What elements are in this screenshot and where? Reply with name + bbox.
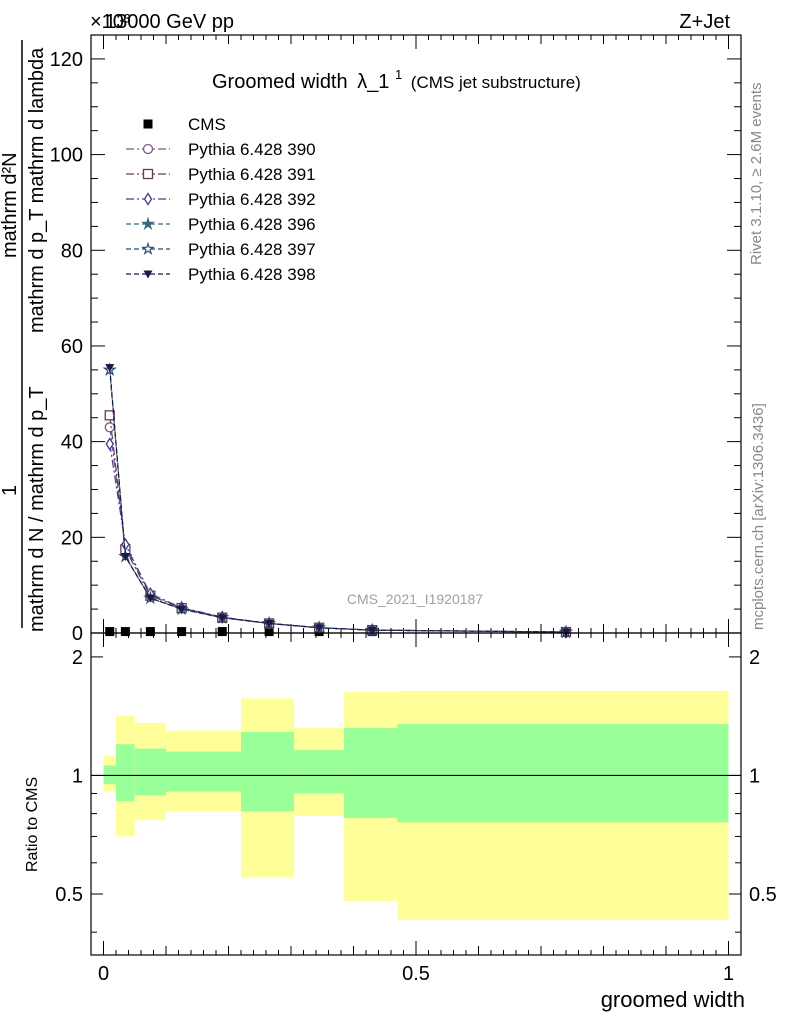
data-point bbox=[177, 605, 187, 614]
y-label-bottom: mathrm d N / mathrm d p_T bbox=[26, 386, 48, 632]
y-label-top-cont: mathrm d p_T mathrm d lambda bbox=[26, 47, 48, 333]
lower-y-tick-label-right: 2 bbox=[749, 647, 760, 669]
series-3 bbox=[105, 437, 571, 639]
exponent-label: ×10³ bbox=[90, 11, 131, 33]
ratio-band-inner-4 bbox=[241, 731, 295, 812]
lower-panel: 0.5 0.5 1 1 2 2 0 0.5 1 bbox=[55, 632, 777, 985]
ratio-band-inner-6 bbox=[344, 727, 398, 818]
chart-title-text: Groomed width bbox=[212, 71, 348, 93]
upper-y-tick-label: 0 bbox=[72, 623, 83, 645]
series-4 bbox=[102, 362, 573, 638]
data-point bbox=[217, 627, 227, 637]
legend-label: CMS bbox=[188, 115, 226, 134]
analysis-watermark: CMS_2021_I1920187 bbox=[347, 591, 483, 607]
series-6 bbox=[105, 363, 571, 637]
legend-item-2: Pythia 6.428 391 bbox=[126, 165, 316, 184]
lower-y-tick-label-left: 0.5 bbox=[55, 884, 83, 906]
series-line-6 bbox=[109, 367, 567, 633]
legend-item-6: Pythia 6.428 398 bbox=[126, 265, 316, 284]
x-tick-label: 1 bbox=[723, 963, 734, 985]
data-point bbox=[105, 627, 115, 637]
energy-label: 13000 GeV pp bbox=[105, 11, 234, 33]
legend-marker bbox=[142, 143, 154, 155]
lower-y-tick-label-left: 1 bbox=[72, 765, 83, 787]
upper-y-tick-label: 20 bbox=[61, 527, 83, 549]
legend-marker bbox=[143, 119, 153, 129]
legend-item-3: Pythia 6.428 392 bbox=[126, 190, 316, 209]
legend-marker bbox=[143, 192, 153, 206]
upper-panel: 0 20 40 60 80 100 120 CMS Pythia 6.428 390 Pythia… bbox=[50, 34, 742, 645]
upper-y-tick-label: 40 bbox=[61, 432, 83, 454]
series-line-2 bbox=[109, 415, 567, 633]
series-line-5 bbox=[109, 369, 567, 633]
data-point bbox=[105, 437, 115, 451]
series-line-1 bbox=[109, 427, 567, 633]
series-line-4 bbox=[109, 369, 567, 633]
legend-marker bbox=[141, 216, 155, 230]
lower-y-tick-label-right: 0.5 bbox=[749, 884, 777, 906]
upper-y-tick-label: 80 bbox=[61, 240, 83, 262]
data-point bbox=[145, 627, 155, 637]
legend-item-0: CMS bbox=[143, 115, 226, 134]
series-5 bbox=[102, 362, 573, 638]
legend-marker bbox=[143, 270, 153, 279]
data-point bbox=[217, 614, 227, 623]
chart-subtitle: (CMS jet substructure) bbox=[411, 73, 581, 92]
upper-y-label: mathrm d N / mathrm d p_T 1 mathrm d p_T… bbox=[0, 40, 48, 632]
ratio-band-inner-3 bbox=[166, 751, 241, 792]
lower-y-tick-label-right: 1 bbox=[749, 765, 760, 787]
series-2 bbox=[104, 410, 572, 638]
legend-marker bbox=[142, 168, 154, 180]
x-tick-label: 0 bbox=[98, 963, 109, 985]
upper-y-tick-label: 100 bbox=[50, 145, 83, 167]
data-point bbox=[105, 363, 115, 372]
ratio-band-inner-5 bbox=[294, 750, 345, 794]
legend-label: Pythia 6.428 398 bbox=[188, 265, 316, 284]
lower-y-label: Ratio to CMS bbox=[24, 777, 41, 872]
rivet-label: Rivet 3.1.10, ≥ 2.6M events bbox=[748, 83, 765, 266]
chart-title: Groomed width λ_1 1 (CMS jet substructur… bbox=[212, 62, 581, 93]
data-point bbox=[145, 594, 155, 603]
x-axis-label: groomed width bbox=[601, 987, 745, 1012]
chart-title-symbol: λ_1 bbox=[357, 71, 389, 93]
data-point bbox=[314, 624, 324, 633]
legend-item-5: Pythia 6.428 397 bbox=[126, 240, 316, 259]
legend-label: Pythia 6.428 392 bbox=[188, 190, 316, 209]
data-point bbox=[367, 626, 377, 635]
lower-y-tick-label-left: 2 bbox=[72, 647, 83, 669]
legend-label: Pythia 6.428 390 bbox=[188, 140, 316, 159]
legend-label: Pythia 6.428 391 bbox=[188, 165, 316, 184]
legend-item-1: Pythia 6.428 390 bbox=[126, 140, 316, 159]
data-point bbox=[120, 552, 130, 561]
upper-y-tick-label: 60 bbox=[61, 336, 83, 358]
x-tick-label: 0.5 bbox=[402, 963, 430, 985]
upper-y-tick-label: 120 bbox=[50, 49, 83, 71]
legend-marker bbox=[141, 241, 155, 255]
data-point bbox=[264, 619, 274, 628]
data-point bbox=[177, 627, 187, 637]
ratio-band-inner-1 bbox=[116, 744, 135, 802]
ratio-band-inner-2 bbox=[134, 748, 166, 796]
chart-title-superscript: 1 bbox=[395, 67, 402, 82]
mcplots-label: mcplots.cern.ch [arXiv:1306.3436] bbox=[750, 403, 767, 630]
y-label-one: 1 bbox=[0, 485, 21, 496]
data-point bbox=[104, 422, 115, 433]
data-point bbox=[120, 627, 130, 637]
data-point bbox=[264, 627, 274, 637]
ratio-band-inner-7 bbox=[397, 724, 729, 823]
process-label: Z+Jet bbox=[679, 11, 730, 33]
legend-label: Pythia 6.428 396 bbox=[188, 215, 316, 234]
legend-item-4: Pythia 6.428 396 bbox=[126, 215, 316, 234]
legend-label: Pythia 6.428 397 bbox=[188, 240, 316, 259]
y-label-top: mathrm d²N bbox=[0, 152, 21, 258]
